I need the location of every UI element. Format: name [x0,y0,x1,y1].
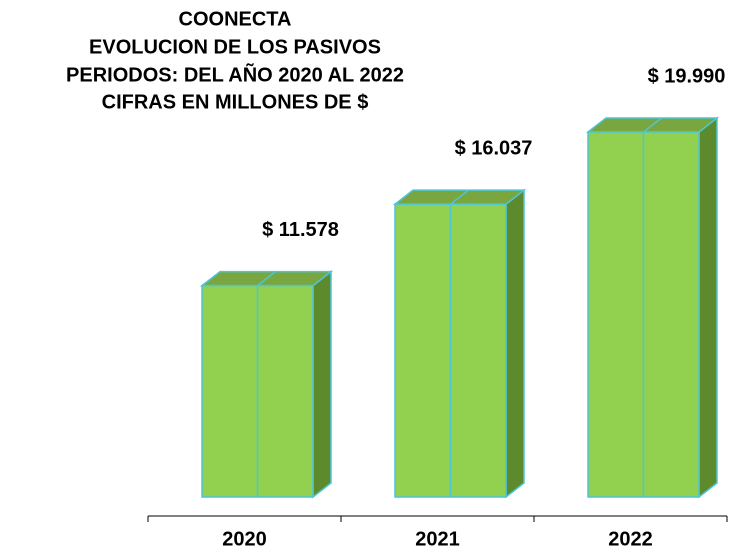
title-line: EVOLUCION DE LOS PASIVOS [89,36,381,58]
title: COONECTA EVOLUCION DE LOS PASIVOS PERIOD… [66,8,404,113]
x-tick-label: 2021 [415,528,460,550]
bar-side [505,188,525,499]
value-label: $ 19.990 [648,65,726,87]
title-line: PERIODOS: DEL AÑO 2020 AL 2022 [66,63,404,86]
bar-top-divider [257,271,276,287]
title-line: COONECTA [179,8,292,30]
bar-side [312,270,332,499]
bar-side [698,116,718,499]
bar-top-divider [450,189,469,205]
value-label: $ 16.037 [455,137,533,159]
bar-top-divider [643,117,662,133]
title-line: CIFRAS EN MILLONES DE $ [102,91,369,113]
x-tick-label: 2022 [608,528,653,550]
x-tick-label: 2020 [222,528,267,550]
value-label: $ 11.578 [262,219,339,241]
